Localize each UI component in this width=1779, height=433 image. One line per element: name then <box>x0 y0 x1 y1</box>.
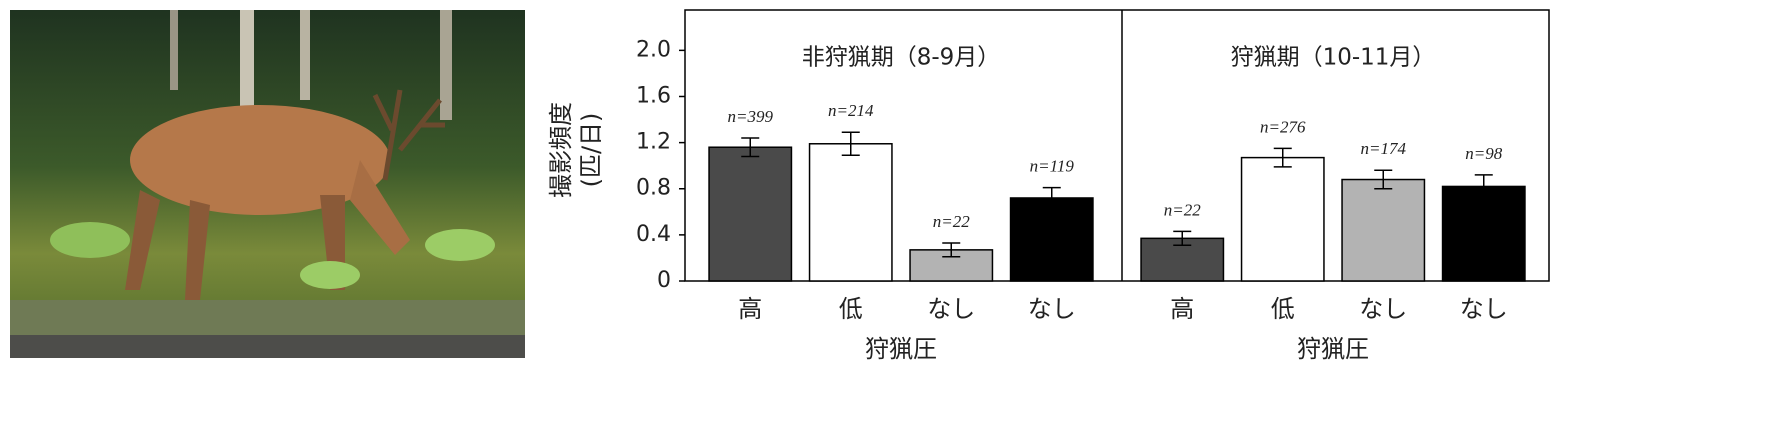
sample-size-label: n=119 <box>1030 156 1075 175</box>
sample-size-label: n=276 <box>1260 117 1306 136</box>
sample-size-label: n=22 <box>933 212 970 231</box>
y-tick-label: 0.8 <box>636 176 671 201</box>
x-tick-label: 高 <box>1170 295 1194 323</box>
x-tick-label: 低 <box>839 295 863 323</box>
bar <box>708 146 793 282</box>
sample-size-label: n=22 <box>1164 200 1201 219</box>
bar <box>1240 156 1325 282</box>
panel-title: 狩猟期（10-11月） <box>1231 45 1436 71</box>
bar <box>808 143 893 282</box>
panel-title: 非狩猟期（8-9月） <box>802 45 1001 71</box>
y-tick-label: 0.4 <box>636 222 671 247</box>
x-tick-label: なし <box>1028 295 1076 323</box>
y-axis-label: 撮影頻度 <box>547 102 575 198</box>
y-axis-label: (匹/日) <box>577 113 605 188</box>
y-tick-label: 0 <box>657 268 671 293</box>
sample-size-label: n=98 <box>1465 144 1502 163</box>
sample-size-label: n=214 <box>828 101 874 120</box>
sample-size-label: n=174 <box>1361 139 1407 158</box>
photo <box>10 10 525 358</box>
y-tick-label: 1.2 <box>636 130 671 155</box>
x-axis-label: 狩猟圧 <box>865 335 937 363</box>
bar <box>1441 185 1526 282</box>
x-tick-label: なし <box>1359 295 1407 323</box>
bar <box>1009 197 1094 282</box>
x-axis-label: 狩猟圧 <box>1297 335 1369 363</box>
x-tick-label: 低 <box>1271 295 1295 323</box>
chart: 撮影頻度 (匹/日) 0 0.4 0.8 1.2 1.6 2.0 非狩猟期（8-9月） 狩猟圧… <box>547 9 1550 363</box>
y-tick-label: 2.0 <box>636 37 671 62</box>
x-tick-label: なし <box>1460 295 1508 323</box>
y-tick-label: 1.6 <box>636 83 671 108</box>
sample-size-label: n=399 <box>728 107 774 126</box>
plot-frame <box>684 9 1550 282</box>
bar <box>1341 178 1426 282</box>
x-tick-label: 高 <box>738 295 762 323</box>
x-tick-label: なし <box>927 295 975 323</box>
